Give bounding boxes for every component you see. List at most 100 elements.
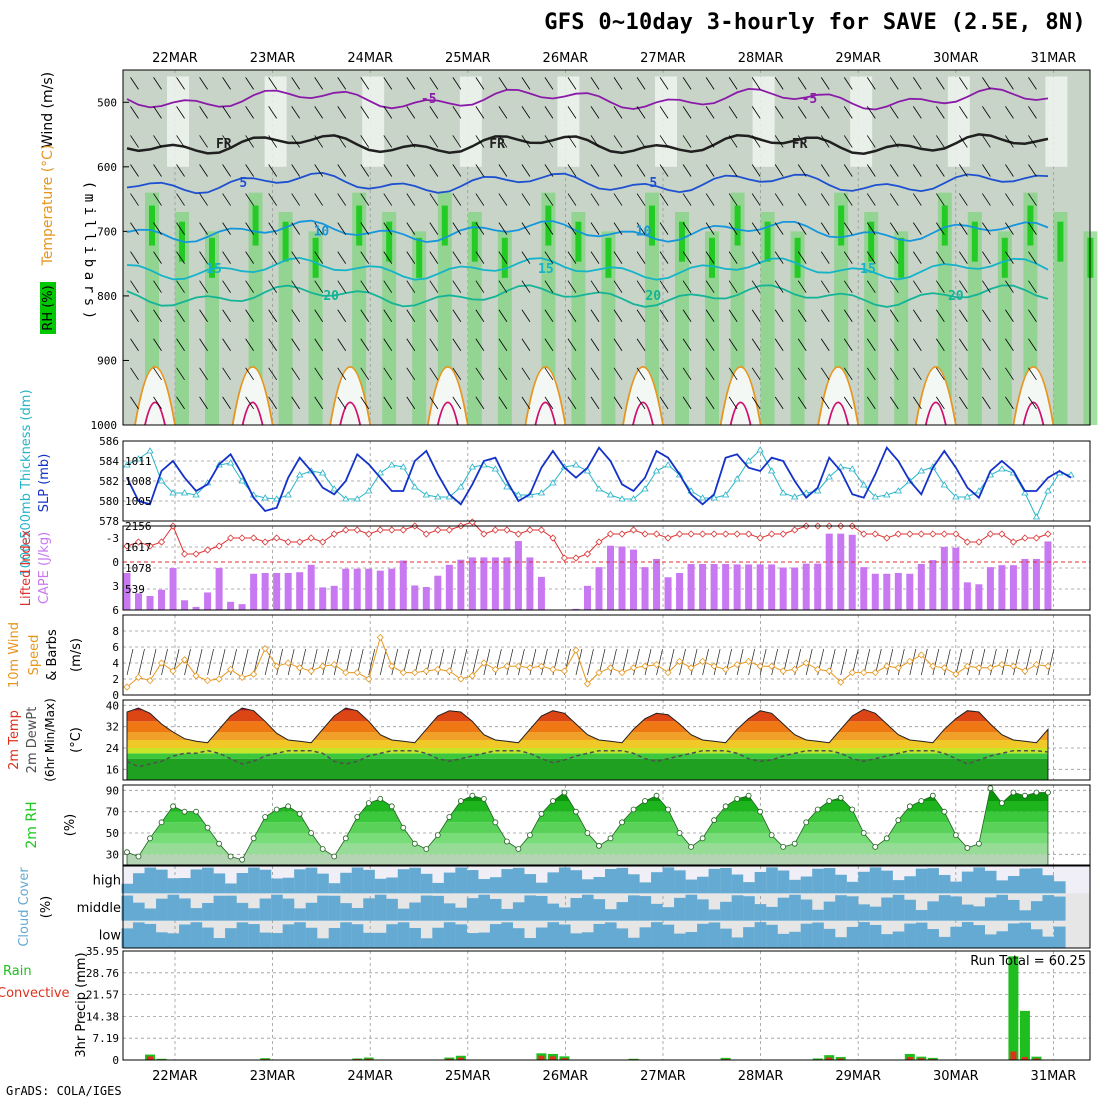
wind-barb [866, 222, 876, 235]
lifted-index-line-marker [537, 526, 545, 534]
wind-barb [774, 106, 784, 119]
cloud-cell [351, 907, 364, 921]
wind-speed-line-marker [480, 659, 488, 667]
wind-barb-10m [702, 648, 709, 676]
thickness-line-marker [871, 493, 879, 500]
lifted-index-line-marker [250, 534, 258, 542]
thickness-line-marker [238, 477, 246, 484]
cloud-cell [305, 867, 318, 894]
wind-barb [429, 280, 439, 293]
wind-barb [613, 106, 623, 119]
cloud-cell [328, 883, 341, 894]
precip-bar [812, 1058, 823, 1060]
cloud-cell [432, 882, 444, 894]
wind-speed-line-marker [284, 659, 292, 667]
wind-barb [774, 280, 784, 293]
wind-barb [751, 338, 761, 351]
cloud-cell [397, 922, 410, 948]
millibars-letter: i [81, 207, 97, 215]
wind-speed-line-marker [192, 672, 200, 680]
wind-barb [820, 77, 830, 90]
wind-barb [636, 309, 646, 322]
cloud-frame [122, 865, 1091, 949]
cape-bar [273, 572, 281, 610]
wind-speed-line-marker [733, 661, 741, 669]
wind-barb [406, 280, 416, 293]
wind-barb [475, 338, 485, 351]
wind-barb [498, 164, 508, 177]
wind-barb [176, 222, 185, 235]
cloud-cell [547, 872, 560, 894]
wind-barb [659, 106, 669, 119]
wind-axis-label-2: Speed [27, 635, 42, 676]
cloud-cell [213, 895, 226, 921]
wind-speed-line-marker [710, 662, 718, 670]
wind-barb [590, 222, 600, 235]
thickness-line-marker [837, 463, 845, 470]
wind-speed-line-marker [998, 661, 1006, 669]
wind-speed-line-marker [814, 665, 822, 673]
lifted-index-line-marker [342, 526, 350, 534]
wind-barb [429, 135, 439, 148]
cloud-cell [167, 894, 180, 921]
thickness-line-marker [146, 447, 154, 454]
wind-barb [636, 106, 646, 119]
isotherm-label: 15 [538, 262, 554, 277]
cloud-cell [754, 922, 767, 948]
wind-barb [682, 222, 692, 235]
wind-barb [245, 338, 254, 351]
lifted-index-line-marker [307, 534, 315, 542]
rh-marker [929, 792, 936, 799]
cloud-cell [846, 881, 859, 894]
thickness-line-marker [802, 489, 810, 496]
wind-barb [936, 309, 945, 322]
wind-barb [521, 396, 531, 410]
wind-barb [636, 164, 646, 177]
wind-barb [982, 193, 991, 206]
cloud-cell [248, 924, 260, 948]
lifted-index-line-marker [146, 542, 154, 550]
lifted-index-line-marker [560, 554, 569, 562]
wind-barb [475, 251, 485, 264]
thickness-line-marker [537, 489, 546, 496]
wind-barb [130, 135, 139, 148]
cloud-cell [432, 927, 444, 948]
cloud-cell [305, 902, 318, 921]
wind-barb [406, 193, 416, 206]
wind-barb [959, 77, 968, 90]
wind-barb [774, 338, 784, 351]
lifted-index-line-marker [296, 538, 304, 546]
wind-speed-line-marker [768, 662, 776, 670]
wind-barb [797, 280, 807, 293]
rh-marker [480, 795, 487, 802]
wind-barb [268, 164, 277, 177]
thickness-line-marker [503, 483, 511, 490]
wind-barb [176, 280, 185, 293]
wind-barb-10m [610, 648, 617, 676]
cloud-cell [984, 934, 997, 948]
boundary-layer-isotherm-30 [729, 401, 752, 426]
wind-barb [452, 135, 462, 148]
rh-marker [423, 846, 430, 852]
wind-barb [889, 164, 899, 177]
cape-bar [537, 576, 545, 610]
cloud-cell [823, 928, 836, 948]
rh-marker [653, 792, 660, 799]
wind-barb-10m [587, 648, 594, 676]
wind-barb [268, 106, 277, 119]
wind-barb [866, 309, 876, 322]
cloud-cell [927, 929, 939, 948]
cloud-cell [121, 928, 134, 948]
lifted-index-line-marker [629, 526, 638, 534]
rh-moist-band [997, 231, 1012, 425]
cloud-cell [409, 902, 421, 921]
cloud-cell [743, 927, 755, 948]
wind-barb [199, 77, 208, 90]
wind-barb [475, 222, 485, 235]
cape-bar [215, 567, 223, 610]
wind-barb [682, 77, 692, 90]
millibars-letter: r [81, 285, 97, 293]
rh-marker [918, 798, 925, 804]
wind-barb [245, 106, 254, 119]
wind-barb [1028, 280, 1037, 293]
